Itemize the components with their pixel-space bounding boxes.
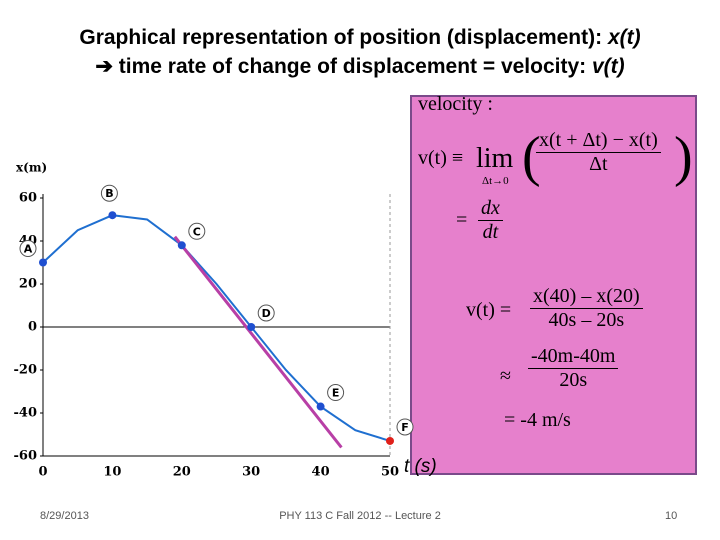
paren: (: [522, 126, 541, 188]
y-tick-label: 20: [19, 277, 37, 292]
formula-text: v(t) ≡: [418, 147, 464, 169]
point-label: A: [24, 243, 33, 256]
fraction: -40m-40m 20s: [528, 345, 619, 392]
subtitle: ➔ time rate of change of displacement = …: [0, 54, 720, 79]
subtitle-text: time rate of change of displacement = ve…: [118, 55, 592, 78]
point: [177, 241, 186, 250]
formula-text: x(t + Δt) − x(t): [536, 129, 661, 153]
x-tick-label: 10: [103, 465, 121, 480]
formula-text: velocity :: [418, 93, 493, 115]
secant-line: [173, 235, 343, 449]
point-badge: [188, 222, 206, 240]
subtitle-var: v(t): [591, 55, 625, 78]
x-tick-label: 50: [381, 465, 399, 480]
formula-text: 20s: [559, 369, 588, 391]
point-label: F: [401, 421, 409, 434]
fraction: x(40) – x(20) 40s – 20s: [530, 285, 643, 332]
footer-date: 8/29/2013: [40, 510, 89, 522]
footer-course: PHY 113 C Fall 2012 -- Lecture 2: [279, 510, 441, 522]
formula-text: dx: [478, 197, 503, 221]
formula-text: = -4 m/s: [504, 409, 571, 431]
fraction: x(t + Δt) − x(t) Δt: [536, 129, 661, 176]
point-label: D: [262, 307, 271, 320]
y-tick-label: 0: [28, 320, 37, 335]
point-label: C: [193, 225, 201, 238]
point-badge: [100, 184, 118, 202]
line: [42, 214, 391, 442]
x-tick-label: 30: [242, 465, 260, 480]
x-axis-label: t (s): [404, 456, 437, 477]
formula-box: velocity : v(t) ≡ lim Δt→0 ( x(t + Δt) −…: [410, 93, 697, 475]
point: [386, 436, 394, 445]
y-tick-label: -20: [14, 363, 38, 378]
x-tick-label: 0: [38, 465, 47, 480]
paren: ): [674, 126, 693, 188]
formula-text: x(40) – x(20): [530, 285, 643, 309]
y-tick-label: -60: [14, 449, 38, 464]
title: Graphical representation of position (di…: [0, 26, 720, 50]
formula-text: lim: [476, 143, 514, 174]
formula-text: dt: [482, 221, 499, 243]
formula-text: Δt: [589, 153, 608, 175]
formula-text: Δt→0: [482, 175, 509, 187]
y-tick-label: -40: [14, 406, 38, 421]
arrow-icon: ➔: [95, 55, 119, 78]
plot-area: [43, 194, 390, 456]
formula-text: v(t) =: [466, 299, 512, 321]
chart: x(m) t (s) -60-40-20020406001020304050AB…: [14, 161, 437, 480]
formula-text: 40s – 20s: [548, 309, 625, 331]
x-tick-label: 40: [312, 465, 330, 480]
point-badge: [327, 384, 345, 402]
formula-text: -40m-40m: [528, 345, 619, 369]
fraction: dx dt: [478, 197, 503, 244]
y-axis-label: x(m): [16, 161, 47, 175]
point-label: B: [105, 187, 113, 200]
formula-text: ≈: [500, 365, 511, 387]
x-tick-label: 20: [173, 465, 191, 480]
formula-text: =: [456, 209, 468, 231]
point-badge: [396, 418, 414, 436]
point-badge: [257, 304, 275, 322]
point-badge: [19, 240, 37, 257]
point: [316, 402, 325, 411]
title-var: x(t): [607, 26, 641, 49]
point: [247, 323, 256, 331]
footer-page: 10: [665, 510, 678, 522]
point: [108, 211, 117, 220]
y-tick-label: 60: [19, 191, 37, 206]
point: [39, 258, 47, 267]
point-label: E: [332, 387, 340, 400]
title-text: Graphical representation of position (di…: [79, 26, 608, 49]
